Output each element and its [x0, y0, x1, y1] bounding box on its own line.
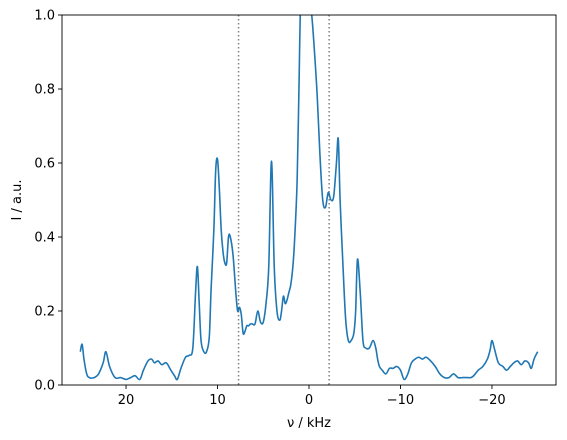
series-layer — [79, 15, 539, 381]
x-tick-label: −20 — [478, 393, 505, 408]
x-tick-label: 20 — [118, 393, 135, 408]
x-axis-ticks: 20 10 0 −10 −20 — [118, 385, 506, 408]
reference-lines — [237, 15, 330, 385]
y-tick-label: 1.0 — [34, 9, 55, 24]
y-tick-label: 0.4 — [34, 231, 55, 246]
x-axis-label: ν / kHz — [287, 416, 331, 431]
y-axis-ticks: 0.0 0.2 0.4 0.6 0.8 1.0 — [34, 9, 62, 394]
y-tick-label: 0.6 — [34, 157, 55, 172]
series-line-0 — [79, 15, 539, 381]
y-tick-label: 0.8 — [34, 83, 55, 98]
plot-frame — [61, 14, 557, 386]
y-axis-label: I / a.u. — [10, 180, 25, 221]
y-tick-label: 0.2 — [34, 305, 55, 320]
x-tick-label: −10 — [387, 393, 414, 408]
y-tick-label: 0.0 — [34, 379, 55, 394]
x-tick-label: 0 — [305, 393, 313, 408]
x-tick-label: 10 — [209, 393, 226, 408]
